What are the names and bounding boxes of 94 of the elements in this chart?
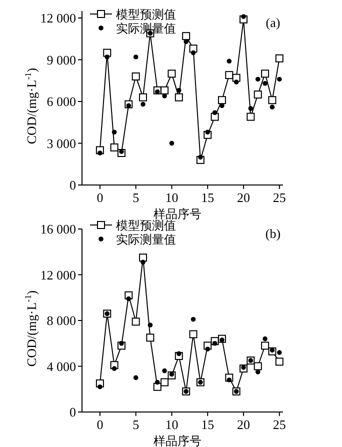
- x-tick-label: 15: [201, 417, 214, 432]
- point: [174, 93, 183, 102]
- point: [270, 104, 275, 110]
- point: [190, 316, 196, 322]
- point: [168, 70, 176, 78]
- y-tick-label: 16 000: [40, 222, 76, 236]
- point: [148, 322, 153, 328]
- point: [246, 112, 255, 121]
- point: [140, 260, 146, 265]
- point: [212, 110, 218, 116]
- point: [190, 50, 196, 56]
- y-tick-label: 6 000: [46, 94, 76, 109]
- point: [205, 346, 210, 352]
- point: [126, 103, 132, 108]
- y-tick-label: 12 000: [40, 267, 76, 282]
- y-tick-label: 9 000: [46, 52, 76, 68]
- y-tick-label: 8 000: [46, 313, 76, 328]
- point: [139, 93, 148, 102]
- legend-label: 实际测量值: [116, 232, 176, 246]
- point: [255, 76, 260, 82]
- point: [262, 336, 268, 342]
- point: [241, 14, 246, 20]
- x-tick-label: 15: [201, 190, 214, 205]
- point: [220, 103, 224, 108]
- point: [261, 342, 270, 350]
- point: [176, 351, 182, 356]
- point: [160, 86, 169, 94]
- point: [133, 375, 138, 380]
- point: [212, 340, 218, 346]
- point: [162, 94, 167, 98]
- x-tick-label: 20: [237, 190, 250, 205]
- x-tick-label: 10: [165, 417, 178, 432]
- x-tick-label: 20: [237, 417, 250, 432]
- point: [205, 130, 210, 135]
- point: [176, 88, 182, 93]
- point: [234, 80, 239, 84]
- point: [154, 89, 160, 94]
- point: [133, 54, 138, 60]
- point: [254, 90, 262, 99]
- y-tick-label: 12 000: [40, 10, 76, 26]
- point: [255, 370, 260, 374]
- y-tick-label: 3 000: [46, 136, 76, 151]
- y-tick-label: 4 000: [46, 358, 76, 374]
- point: [248, 106, 254, 111]
- point: [132, 72, 140, 80]
- point: [169, 140, 174, 146]
- point: [98, 150, 102, 156]
- point: [262, 81, 268, 86]
- point: [119, 340, 124, 346]
- point: [110, 143, 118, 152]
- point: [112, 130, 117, 135]
- point: [182, 32, 190, 40]
- point: [225, 71, 234, 80]
- point: [218, 96, 226, 104]
- point: [184, 39, 188, 44]
- x-tick-label: 5: [132, 190, 140, 205]
- annotation: (a): [266, 15, 280, 30]
- point: [261, 70, 270, 78]
- annotation: (b): [265, 226, 281, 241]
- point: [126, 296, 132, 302]
- point: [154, 380, 160, 385]
- point: [270, 348, 275, 353]
- point: [198, 154, 203, 160]
- point: [275, 358, 284, 366]
- point: [254, 362, 262, 370]
- point: [140, 102, 146, 107]
- x-tick-label: 5: [132, 417, 140, 432]
- point: [98, 384, 102, 390]
- point: [162, 368, 167, 374]
- point: [277, 76, 282, 82]
- point: [268, 96, 276, 104]
- point: [275, 54, 284, 62]
- point: [112, 366, 117, 371]
- y-tick-label: 0: [70, 178, 76, 192]
- y-tick-label: 0: [70, 404, 76, 420]
- point: [104, 54, 110, 60]
- point: [169, 372, 174, 377]
- point: [277, 350, 282, 355]
- x-tick-label: 0: [96, 417, 104, 432]
- x-axis-title: 样品序号: [154, 434, 202, 447]
- point: [189, 330, 198, 338]
- point: [226, 58, 232, 64]
- point: [226, 378, 232, 382]
- point: [146, 334, 154, 342]
- point: [160, 378, 169, 386]
- point: [139, 254, 148, 262]
- x-tick-label: 0: [96, 190, 104, 205]
- x-axis-title: 样品序号: [154, 207, 202, 221]
- x-tick-label: 25: [272, 190, 286, 205]
- x-tick-label: 25: [272, 417, 286, 432]
- legend-label: 模型预测值: [116, 8, 176, 22]
- x-tick-label: 10: [165, 190, 178, 205]
- point: [132, 318, 140, 326]
- legend-label: 模型预测值: [116, 218, 176, 232]
